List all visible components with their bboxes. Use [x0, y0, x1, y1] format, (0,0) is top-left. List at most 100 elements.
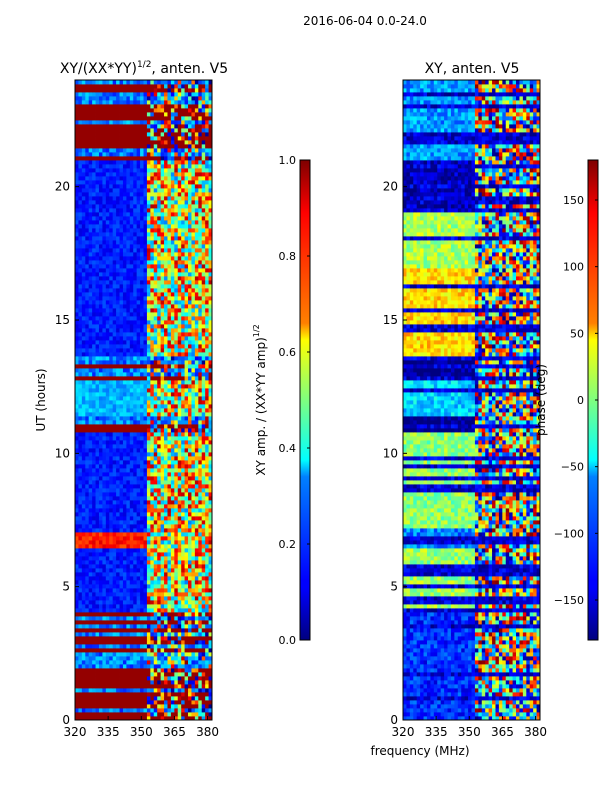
- heatmap-cell: [81, 472, 86, 477]
- heatmap-cell: [133, 528, 138, 533]
- heatmap-cell: [85, 284, 90, 289]
- heatmap-cell: [92, 352, 96, 357]
- heatmap-cell: [170, 220, 175, 225]
- heatmap-cell: [95, 664, 100, 669]
- heatmap-cell: [88, 468, 93, 473]
- heatmap-cell: [136, 428, 141, 433]
- heatmap-cell: [81, 636, 86, 641]
- heatmap-cell: [170, 316, 175, 321]
- heatmap-cell: [112, 696, 117, 701]
- heatmap-cell: [184, 352, 189, 357]
- heatmap-cell: [157, 536, 162, 541]
- heatmap-cell: [177, 456, 182, 461]
- heatmap-cell: [112, 676, 117, 681]
- heatmap-cell: [85, 560, 90, 565]
- heatmap-cell: [177, 260, 182, 265]
- heatmap-cell: [170, 340, 175, 345]
- heatmap-cell: [95, 220, 100, 225]
- heatmap-cell: [122, 304, 127, 309]
- heatmap-cell: [136, 552, 141, 557]
- heatmap-cell: [98, 404, 103, 409]
- heatmap-cell: [109, 460, 114, 465]
- heatmap-cell: [112, 596, 117, 601]
- heatmap-cell: [157, 672, 162, 677]
- heatmap-cell: [198, 668, 203, 673]
- heatmap-cell: [116, 608, 120, 613]
- heatmap-cell: [194, 420, 199, 425]
- heatmap-cell: [153, 520, 158, 525]
- heatmap-cell: [133, 416, 138, 421]
- heatmap-cell: [81, 240, 86, 245]
- heatmap-cell: [191, 312, 196, 317]
- heatmap-cell: [92, 660, 96, 665]
- heatmap-cell: [140, 696, 144, 701]
- heatmap-cell: [122, 648, 127, 653]
- heatmap-cell: [198, 248, 203, 253]
- heatmap-cell: [133, 312, 138, 317]
- heatmap-cell: [205, 488, 209, 493]
- heatmap-cell: [146, 328, 151, 333]
- heatmap-cell: [157, 504, 162, 509]
- heatmap-cell: [198, 312, 203, 317]
- heatmap-cell: [208, 616, 212, 621]
- heatmap-cell: [75, 256, 79, 261]
- heatmap-cell: [119, 684, 124, 689]
- heatmap-cell: [150, 272, 155, 277]
- heatmap-cell: [78, 540, 83, 545]
- heatmap-cell: [119, 456, 124, 461]
- heatmap-cell: [157, 396, 162, 401]
- heatmap-cell: [133, 300, 138, 305]
- heatmap-cell: [177, 360, 182, 365]
- heatmap-cell: [105, 664, 110, 669]
- heatmap-cell: [78, 464, 83, 469]
- heatmap-cell: [81, 644, 86, 649]
- heatmap-cell: [140, 220, 144, 225]
- heatmap-cell: [105, 376, 110, 381]
- heatmap-cell: [88, 592, 93, 597]
- heatmap-cell: [194, 252, 199, 257]
- heatmap-cell: [116, 264, 120, 269]
- heatmap-cell: [150, 420, 155, 425]
- heatmap-cell: [170, 472, 175, 477]
- heatmap-cell: [109, 268, 114, 273]
- heatmap-cell: [181, 300, 185, 305]
- heatmap-cell: [98, 548, 103, 553]
- heatmap-cell: [122, 336, 127, 341]
- heatmap-cell: [194, 612, 199, 617]
- heatmap-cell: [98, 532, 103, 537]
- heatmap-cell: [208, 236, 212, 241]
- heatmap-cell: [95, 672, 100, 677]
- heatmap-cell: [133, 400, 138, 405]
- heatmap-cell: [198, 612, 203, 617]
- heatmap-cell: [102, 420, 107, 425]
- heatmap-cell: [105, 372, 110, 377]
- heatmap-cell: [105, 680, 110, 685]
- heatmap-cell: [157, 300, 162, 305]
- heatmap-cell: [181, 304, 185, 309]
- heatmap-cell: [75, 376, 79, 381]
- heatmap-cell: [167, 620, 172, 625]
- heatmap-cell: [81, 296, 86, 301]
- heatmap-cell: [98, 492, 103, 497]
- heatmap-cell: [198, 300, 203, 305]
- heatmap-cell: [129, 588, 134, 593]
- heatmap-cell: [174, 472, 179, 477]
- heatmap-cell: [133, 460, 138, 465]
- heatmap-cell: [150, 296, 155, 301]
- heatmap-cell: [140, 528, 144, 533]
- heatmap-cell: [133, 364, 138, 369]
- heatmap-cell: [81, 488, 86, 493]
- heatmap-cell: [167, 396, 172, 401]
- heatmap-cell: [136, 564, 141, 569]
- heatmap-cell: [75, 504, 79, 509]
- heatmap-cell: [157, 492, 162, 497]
- heatmap-cell: [143, 352, 148, 357]
- heatmap-cell: [181, 388, 185, 393]
- heatmap-cell: [143, 552, 148, 557]
- heatmap-cell: [160, 664, 165, 669]
- heatmap-cell: [75, 244, 79, 249]
- heatmap-cell: [208, 436, 212, 441]
- heatmap-cell: [198, 260, 203, 265]
- heatmap-cell: [184, 408, 189, 413]
- heatmap-cell: [119, 580, 124, 585]
